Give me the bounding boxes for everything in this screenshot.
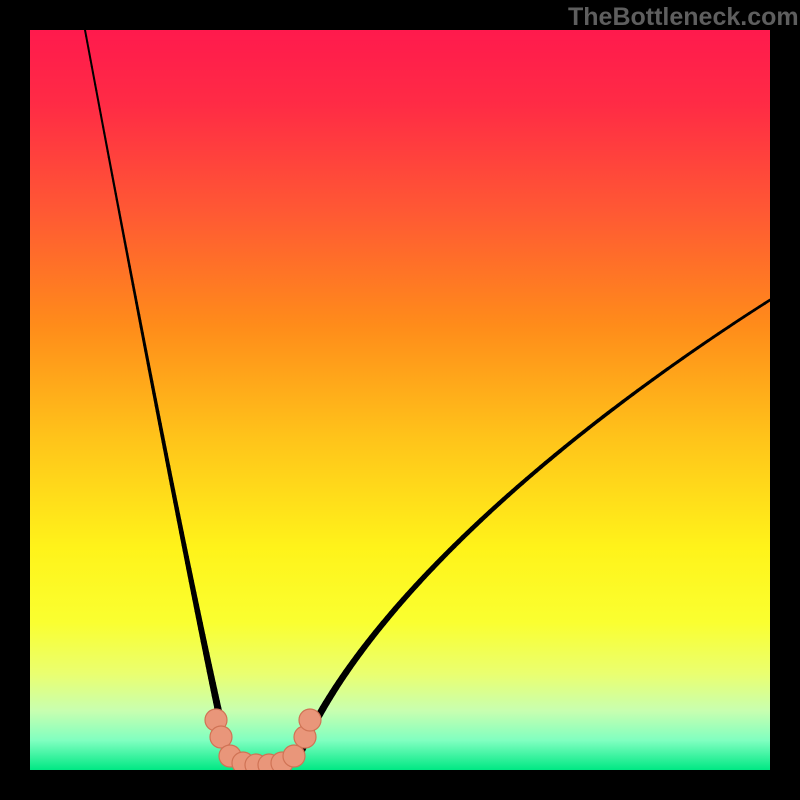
gradient-background — [30, 30, 770, 770]
data-point — [283, 745, 305, 767]
plot-area — [30, 30, 770, 770]
watermark-text: TheBottleneck.com — [568, 3, 799, 32]
chart-svg — [30, 30, 770, 770]
data-point — [299, 709, 321, 731]
